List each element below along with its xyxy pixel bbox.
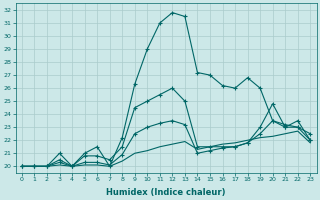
X-axis label: Humidex (Indice chaleur): Humidex (Indice chaleur) (106, 188, 226, 197)
